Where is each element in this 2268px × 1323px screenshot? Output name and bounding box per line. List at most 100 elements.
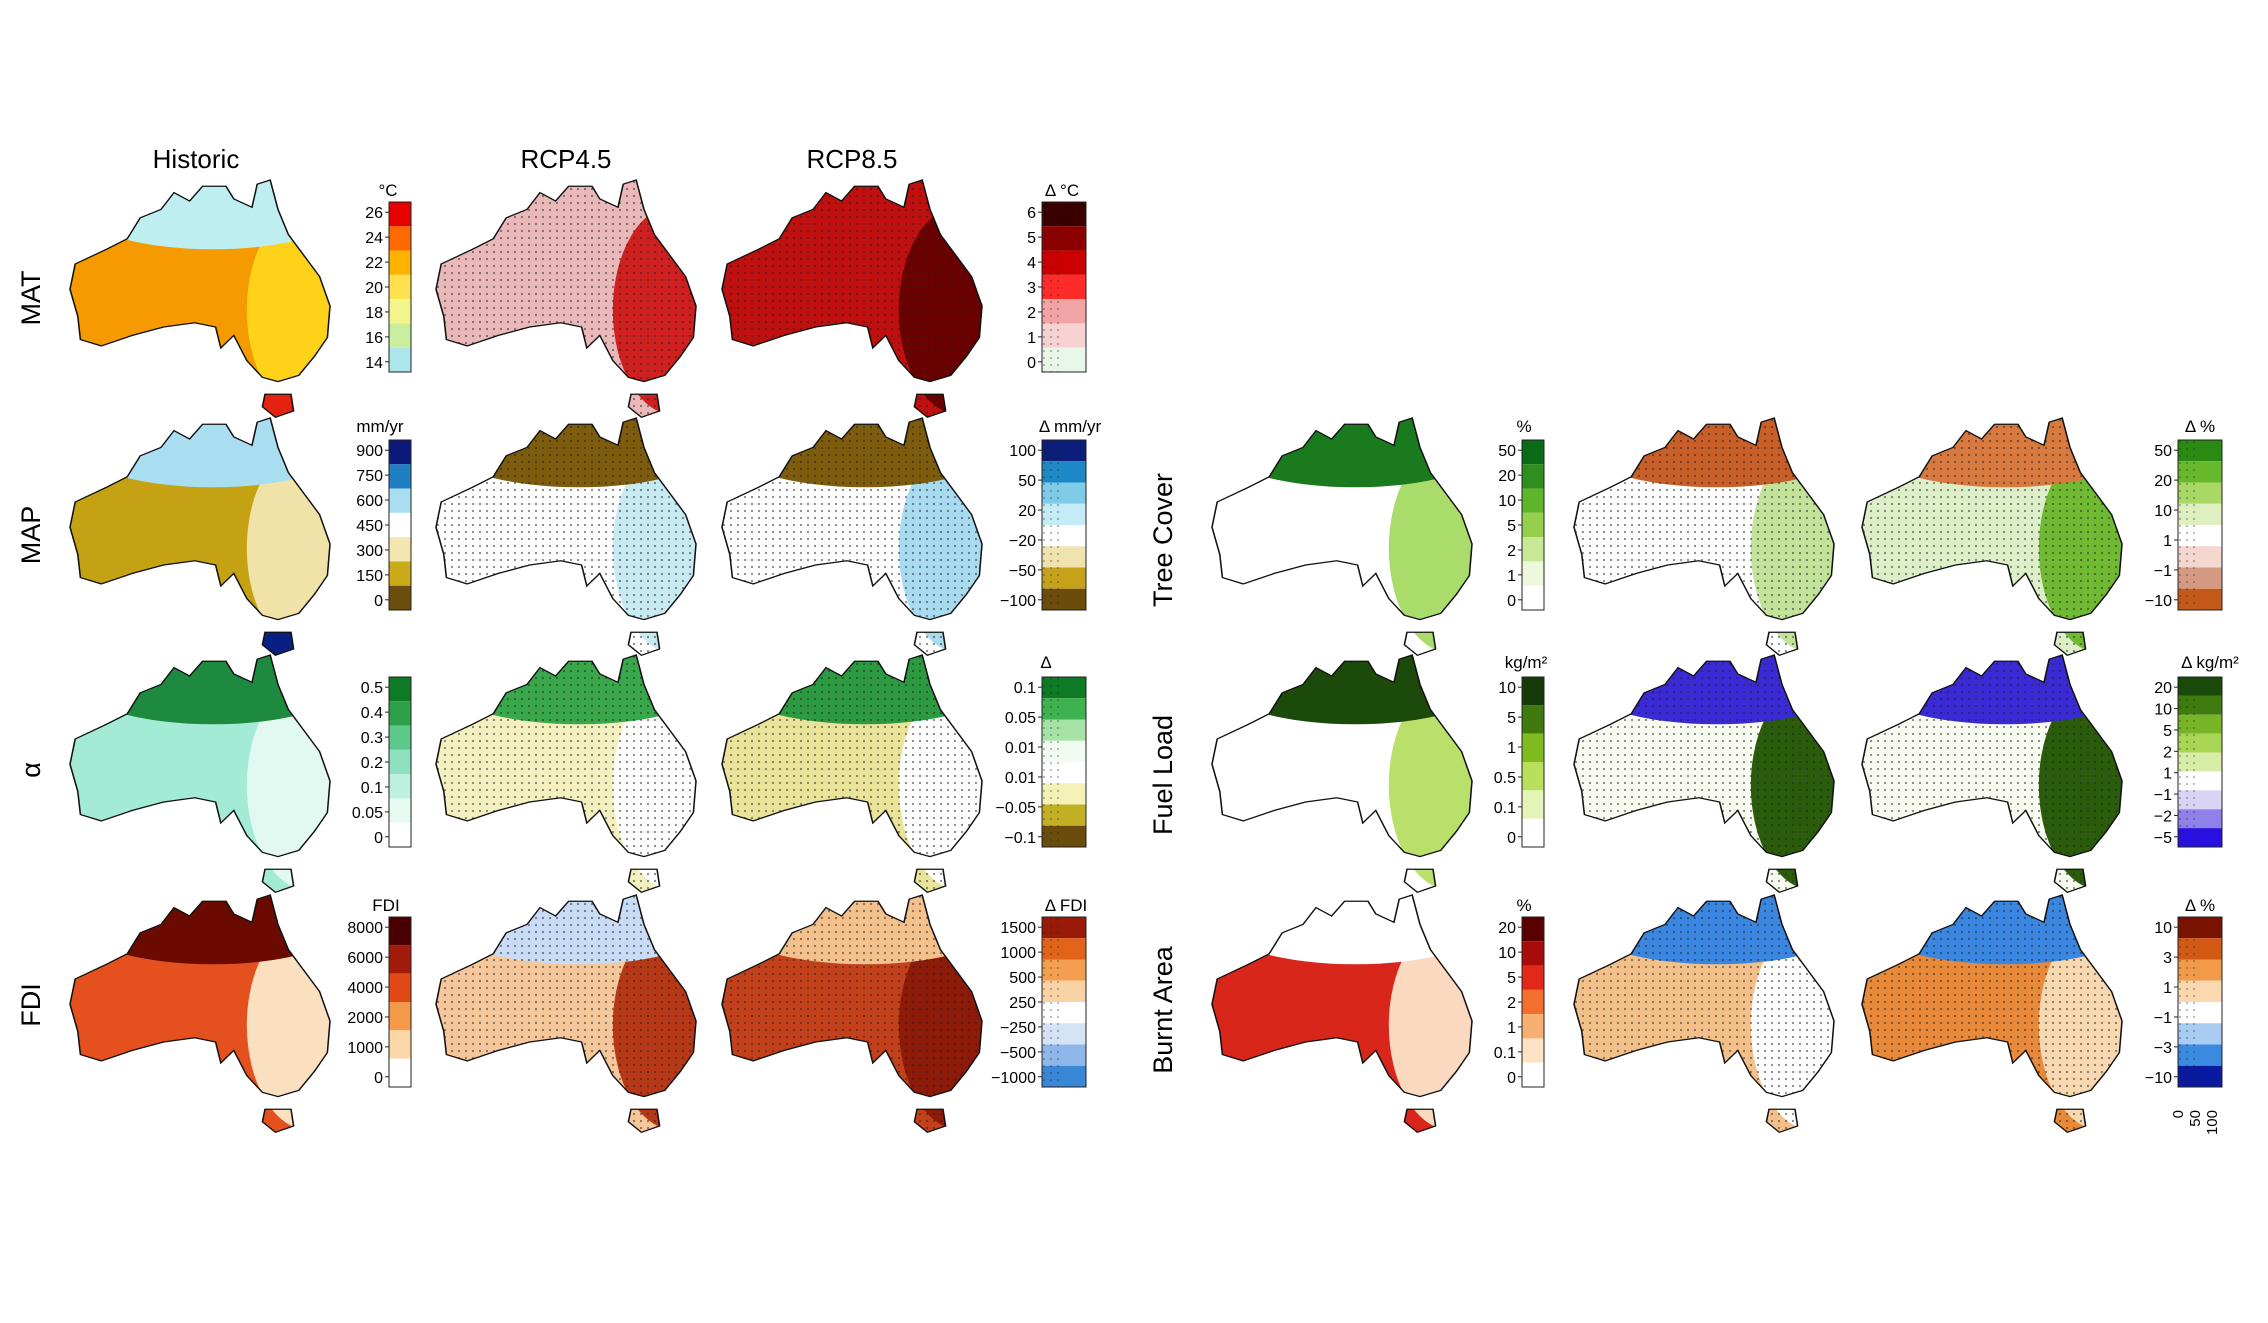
legend-swatch-column (1064, 980, 1086, 1002)
map-fdi-historic (70, 889, 372, 1137)
legend-tick-label: 1 (1507, 568, 1516, 585)
map-burnt-rcp85 (1862, 889, 2164, 1137)
legend-delta-unit-fdi: Δ FDI (1045, 896, 1088, 915)
legend-tick-label: 250 (1009, 995, 1036, 1012)
legend-swatch (389, 537, 411, 562)
map-alpha-historic (70, 649, 372, 897)
legend-bottom-axis: 0 50 100 (2170, 1110, 2221, 1135)
legend-swatch-column (1064, 347, 1086, 372)
legend-swatch-column (2200, 695, 2222, 715)
legend-tick-label: 0.4 (361, 705, 383, 722)
map-fill-region (1225, 895, 1472, 965)
legend-swatch-column (1064, 226, 1086, 251)
legend-tick-label: 1 (2163, 533, 2172, 550)
legend-swatch-column (2200, 959, 2222, 981)
map-stippling (436, 895, 696, 1133)
legend-swatch (389, 749, 411, 775)
legend-swatch-column (1064, 274, 1086, 300)
legend-swatch-column (1064, 938, 1086, 960)
legend-swatch (389, 347, 411, 372)
legend-swatch (389, 822, 411, 847)
legend-tick-label: 600 (356, 493, 383, 510)
legend-swatch (389, 1030, 411, 1059)
map-tree-rcp85 (1862, 412, 2164, 660)
legend-frame (2177, 676, 2223, 848)
map-map-rcp85 (722, 412, 1024, 660)
map-fill-coastal (1388, 680, 1472, 891)
legend-frame (1041, 439, 1087, 611)
legend-unit-tree: % (1516, 417, 1531, 436)
legend-tick-label: 22 (365, 255, 383, 272)
legend-swatch-column (2200, 733, 2222, 753)
legend-delta-unit-burnt: Δ % (2185, 896, 2215, 915)
legend-tick-label: 2 (1027, 305, 1036, 322)
legend-swatch (1522, 1014, 1544, 1039)
legend-tick-label: 900 (356, 443, 383, 460)
map-mat-rcp45 (436, 180, 738, 422)
legend-swatch-column (2200, 714, 2222, 734)
legend-swatch-column (1064, 917, 1086, 939)
legend-tick-label: 1 (1027, 330, 1036, 347)
map-stippling (1862, 655, 2122, 893)
legend-tick-label: 26 (365, 205, 383, 222)
legend-swatch (389, 250, 411, 275)
legend-tick-label: 20 (2154, 473, 2172, 490)
map-stippling (436, 418, 696, 656)
legend-swatch (1522, 464, 1544, 489)
legend-delta-unit-fuel: Δ kg/m² (2181, 653, 2239, 672)
legend-stippling (1042, 917, 1064, 1087)
legend-tick-label: 0.5 (1494, 770, 1516, 787)
legend-tick-label: 50 (1498, 443, 1516, 460)
map-stippling (1862, 895, 2122, 1133)
legend-frame (1521, 676, 1545, 848)
legend-bottom-tick-label: 0 (2170, 1110, 2187, 1118)
legend-swatch (1522, 561, 1544, 586)
map-fdi-rcp85 (722, 889, 1024, 1137)
legend-swatch (389, 226, 411, 251)
map-fill-coastal (246, 920, 330, 1131)
row-label-tree-cover-text: Tree Cover (1148, 473, 1178, 607)
legend-map-abs: 900 750 600 450 300 150 0 (356, 439, 412, 611)
legend-tick-label: 20 (2154, 680, 2172, 697)
legend-swatch (389, 274, 411, 300)
map-mat-rcp85 (722, 180, 1024, 422)
legend-tick-label: −3 (2154, 1040, 2172, 1057)
legend-swatch (389, 585, 411, 610)
legend-swatch (389, 488, 411, 513)
legend-swatch (1522, 585, 1544, 610)
legend-swatch-column (2200, 440, 2222, 462)
legend-swatch (389, 561, 411, 586)
row-label-map-text: MAP (16, 506, 46, 565)
legend-swatch (1522, 917, 1544, 942)
row-label-fdi-text: FDI (16, 983, 46, 1027)
legend-delta-unit-tree: Δ % (2185, 417, 2215, 436)
map-mat-historic (70, 174, 372, 422)
legend-swatch-column (2200, 980, 2222, 1002)
legend-swatch (389, 202, 411, 227)
map-tree-rcp45 (1574, 412, 1876, 660)
map-fill-region (83, 655, 330, 725)
legend-swatch (389, 1058, 411, 1087)
legend-alpha-delta: 0.1 0.05 0.01 0.01 −0.05 −0.1 (996, 676, 1087, 848)
legend-swatch-column (2200, 503, 2222, 525)
legend-swatch (389, 299, 411, 324)
legend-tick-label: 0.01 (1005, 740, 1036, 757)
legend-tick-label: 50 (1018, 473, 1036, 490)
legend-tick-label: 8000 (347, 920, 383, 937)
legend-tick-label: 0.01 (1005, 770, 1036, 787)
legend-swatch (389, 1002, 411, 1031)
legend-tick-label: −1 (2154, 1010, 2172, 1027)
legend-swatch-column (1064, 250, 1086, 275)
legend-swatch (1522, 818, 1544, 847)
legend-fdi-abs: 8000 6000 4000 2000 1000 0 (347, 916, 412, 1088)
legend-swatch-column (1064, 461, 1086, 483)
legend-tick-label: −100 (1000, 593, 1036, 610)
map-fdi-rcp45 (436, 889, 738, 1137)
map-fuel-rcp85 (1862, 649, 2164, 897)
legend-swatch (1522, 1038, 1544, 1063)
legend-tick-label: 2 (1507, 995, 1516, 1012)
map-stippling (722, 418, 982, 656)
legends-layer: 2624222018161465432109007506004503001500… (347, 201, 2223, 1135)
legend-swatch (1522, 941, 1544, 966)
legend-tick-label: 0 (1027, 355, 1036, 372)
